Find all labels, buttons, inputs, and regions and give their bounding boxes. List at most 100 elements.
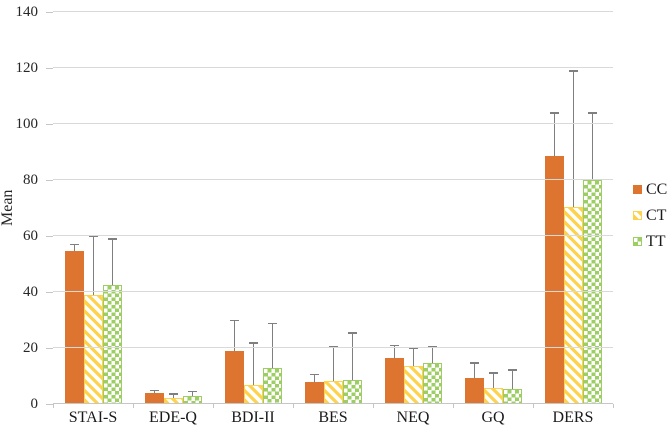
bar-tt-gq — [502, 388, 522, 404]
x-label-neq: NEQ — [396, 409, 430, 426]
barwrap-ct-ede-q — [163, 12, 183, 404]
error-whisker-tt-gq — [511, 369, 513, 389]
barwrap-cc-ede-q — [144, 12, 164, 404]
y-tick-label-20: 20 — [23, 340, 38, 356]
y-tick-label-100: 100 — [15, 116, 39, 132]
x-tick-5 — [453, 404, 454, 408]
error-cap-ct-ders — [568, 70, 578, 72]
gridline-y-120 — [53, 67, 613, 68]
legend-item-tt: TT — [633, 233, 667, 250]
y-tick-60 — [46, 235, 53, 237]
x-axis-line — [53, 403, 613, 404]
x-axis-category-labels: STAI-S EDE-Q BDI-II BES NEQ GQ DERS — [53, 409, 613, 427]
barwrap-cc-neq — [384, 12, 404, 404]
error-cap-ct-stai-s — [88, 235, 98, 237]
bar-group-bdi-ii — [213, 12, 293, 404]
barwrap-tt-stai-s — [102, 12, 122, 404]
legend-label-tt: TT — [646, 233, 666, 250]
error-whisker-cc-ede-q — [153, 390, 155, 393]
bar-group-neq — [373, 12, 453, 404]
error-whisker-cc-neq — [393, 345, 395, 358]
error-cap-tt-ede-q — [187, 390, 197, 393]
error-cap-ct-bes — [328, 346, 338, 348]
y-tick-80 — [46, 179, 53, 181]
error-cap-cc-ders — [549, 112, 559, 114]
bar-groups — [53, 12, 613, 404]
bar-tt-bdi-ii — [262, 368, 282, 404]
x-label-gq: GQ — [481, 409, 505, 426]
error-cap-tt-stai-s — [107, 238, 117, 240]
barwrap-cc-bdi-ii — [224, 12, 244, 404]
bar-ct-bes — [323, 381, 343, 404]
error-cap-tt-ders — [587, 112, 597, 114]
barwrap-ct-stai-s — [83, 12, 103, 404]
bar-cc-bdi-ii — [224, 350, 244, 404]
error-whisker-cc-bes — [313, 374, 315, 382]
bar-ct-stai-s — [83, 294, 103, 404]
y-tick-0 — [46, 403, 53, 405]
x-tick-6 — [533, 404, 534, 408]
y-tick-40 — [46, 291, 53, 293]
error-whisker-cc-stai-s — [73, 244, 75, 252]
barwrap-ct-bes — [323, 12, 343, 404]
error-whisker-ct-gq — [492, 372, 494, 388]
x-tick-2 — [213, 404, 214, 408]
barwrap-cc-bes — [304, 12, 324, 404]
error-cap-cc-ede-q — [149, 389, 159, 391]
bar-group-gq — [453, 12, 533, 404]
bar-cc-stai-s — [64, 251, 84, 404]
error-cap-ct-gq — [488, 372, 498, 374]
error-cap-cc-stai-s — [69, 243, 79, 246]
legend-label-cc: CC — [646, 181, 668, 198]
legend-swatch-cc — [633, 185, 642, 194]
error-whisker-ct-stai-s — [92, 236, 94, 295]
error-whisker-ct-ders — [572, 70, 574, 207]
barwrap-tt-neq — [422, 12, 442, 404]
bar-cc-bes — [304, 381, 324, 404]
gridline-y-80 — [53, 179, 613, 180]
gridline-y-20 — [53, 347, 613, 348]
bar-cc-ede-q — [144, 392, 164, 404]
y-tick-120 — [46, 67, 53, 69]
x-label-ders: DERS — [552, 409, 594, 426]
bar-group-ders — [533, 12, 613, 404]
gridline-y-40 — [53, 291, 613, 292]
error-whisker-ct-bes — [332, 346, 334, 382]
error-whisker-cc-gq — [473, 362, 475, 378]
barwrap-ct-bdi-ii — [243, 12, 263, 404]
y-tick-label-120: 120 — [15, 60, 39, 76]
plot-area — [53, 11, 613, 404]
barwrap-ct-gq — [483, 12, 503, 404]
bar-tt-neq — [422, 362, 442, 404]
error-cap-cc-bdi-ii — [229, 319, 239, 321]
barwrap-tt-bes — [342, 12, 362, 404]
bar-ct-ders — [563, 206, 583, 404]
legend-item-cc: CC — [633, 181, 668, 198]
barwrap-ct-neq — [403, 12, 423, 404]
bar-cc-ders — [544, 156, 564, 404]
gridline-y-100 — [53, 123, 613, 124]
bar-ct-neq — [403, 366, 423, 404]
error-cap-cc-neq — [389, 344, 399, 347]
y-tick-label-80: 80 — [23, 172, 38, 188]
y-tick-label-140: 140 — [15, 4, 39, 20]
x-tick-3 — [293, 404, 294, 408]
error-cap-ct-neq — [408, 347, 418, 349]
y-tick-20 — [46, 347, 53, 349]
error-whisker-ct-ede-q — [172, 393, 174, 398]
bar-tt-stai-s — [102, 285, 122, 404]
error-cap-cc-gq — [469, 362, 479, 364]
error-whisker-tt-ede-q — [191, 391, 193, 396]
error-cap-ct-ede-q — [168, 393, 178, 395]
gridline-y-140 — [53, 11, 613, 12]
error-whisker-ct-neq — [412, 348, 414, 367]
gridline-y-60 — [53, 235, 613, 236]
legend-swatch-ct — [633, 211, 642, 220]
barwrap-cc-gq — [464, 12, 484, 404]
legend-item-ct: CT — [633, 208, 667, 224]
legend-swatch-tt — [633, 237, 642, 246]
x-label-ede-q: EDE-Q — [149, 409, 197, 426]
bar-group-stai-s — [53, 12, 133, 404]
y-axis-tick-labels: 0 20 40 60 80 100 120 140 — [0, 0, 39, 436]
